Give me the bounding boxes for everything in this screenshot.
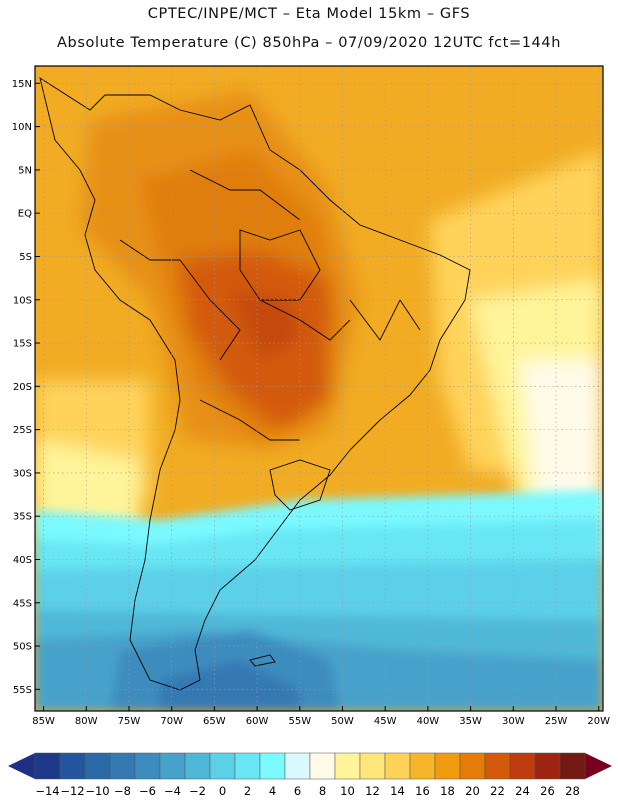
colorbar-label: −4 bbox=[164, 784, 181, 798]
colorbar-label: −8 bbox=[114, 784, 131, 798]
colorbar-label: 14 bbox=[390, 784, 405, 798]
colorbar-swatch bbox=[284, 752, 311, 780]
colorbar-label: 10 bbox=[340, 784, 355, 798]
colorbar-swatch bbox=[59, 752, 86, 780]
colorbar-swatch bbox=[434, 752, 461, 780]
colorbar-swatch bbox=[509, 752, 536, 780]
lat-label: 10S bbox=[13, 295, 32, 306]
temperature-field bbox=[35, 66, 603, 711]
colorbar-swatch bbox=[409, 752, 436, 780]
longitude-labels: 85W 80W 75W 70W 65W 60W 55W 50W 45W 40W 35W 30W 25W 2… bbox=[32, 706, 610, 727]
colorbar-swatch bbox=[84, 752, 111, 780]
colorbar-label: 26 bbox=[540, 784, 555, 798]
colorbar-label: 28 bbox=[565, 784, 580, 798]
map-title: CPTEC/INPE/MCT – Eta Model 15km – GFS bbox=[147, 6, 471, 22]
lon-label: 40W bbox=[417, 716, 440, 727]
lon-label: 30W bbox=[502, 716, 525, 727]
colorbar-label: 6 bbox=[294, 784, 301, 798]
colorbar-max-arrow bbox=[585, 753, 612, 779]
colorbar-label: 20 bbox=[465, 784, 480, 798]
lat-label: 5N bbox=[18, 165, 32, 176]
colorbar-label: −12 bbox=[60, 784, 84, 798]
lat-label: 20S bbox=[13, 382, 32, 393]
lat-label: 10N bbox=[12, 122, 32, 133]
lat-label: 15N bbox=[12, 79, 32, 90]
colorbar-label: 16 bbox=[415, 784, 430, 798]
colorbar-label: 0 bbox=[219, 784, 226, 798]
colorbar-label: −14 bbox=[35, 784, 59, 798]
colorbar: −14 −12 −10 −8 −6 −4 −2 0 2 4 6 8 10 12 14 16 18 20 22 24 26… bbox=[8, 752, 612, 798]
colorbar-swatch bbox=[209, 752, 236, 780]
colorbar-label: 8 bbox=[319, 784, 326, 798]
lat-label: 30S bbox=[13, 468, 32, 479]
colorbar-swatch bbox=[184, 752, 211, 780]
coastline bbox=[39, 77, 471, 691]
lat-label: EQ bbox=[18, 209, 32, 220]
colorbar-swatch bbox=[459, 752, 486, 780]
colorbar-label: 24 bbox=[515, 784, 530, 798]
lon-label: 80W bbox=[75, 716, 98, 727]
colorbar-label: 18 bbox=[440, 784, 455, 798]
latitude-labels: 15N 10N 5N EQ 5S 10S 15S 20S 25S 30S 35S 40S 45S 50S 5… bbox=[12, 79, 40, 696]
colorbar-swatch bbox=[334, 752, 361, 780]
map-subtitle: Absolute Temperature (C) 850hPa – 07/09/… bbox=[57, 35, 561, 51]
lon-label: 60W bbox=[246, 716, 269, 727]
lat-label: 55S bbox=[13, 685, 32, 696]
lat-label: 5S bbox=[19, 252, 32, 263]
colorbar-swatch bbox=[534, 752, 561, 780]
lon-label: 65W bbox=[203, 716, 226, 727]
colorbar-swatch bbox=[109, 752, 136, 780]
lat-label: 15S bbox=[13, 339, 32, 350]
lat-label: 35S bbox=[13, 512, 32, 523]
lon-label: 70W bbox=[160, 716, 183, 727]
colorbar-swatch bbox=[309, 752, 336, 780]
colorbar-label: −10 bbox=[85, 784, 109, 798]
colorbar-label: −6 bbox=[139, 784, 156, 798]
colorbar-label: 4 bbox=[269, 784, 276, 798]
colorbar-swatch bbox=[559, 752, 586, 780]
colorbar-swatch bbox=[384, 752, 411, 780]
colorbar-label: 22 bbox=[490, 784, 505, 798]
colorbar-label: −2 bbox=[189, 784, 206, 798]
colorbar-swatch bbox=[34, 752, 61, 780]
map-frame bbox=[34, 65, 604, 712]
colorbar-label: 2 bbox=[244, 784, 251, 798]
lat-label: 50S bbox=[13, 642, 32, 653]
lon-label: 35W bbox=[459, 716, 482, 727]
lat-label: 40S bbox=[13, 555, 32, 566]
grid bbox=[35, 66, 603, 711]
colorbar-swatch bbox=[234, 752, 261, 780]
lon-label: 55W bbox=[288, 716, 311, 727]
lat-label: 45S bbox=[13, 598, 32, 609]
lon-label: 45W bbox=[374, 716, 397, 727]
colorbar-min-arrow bbox=[8, 753, 35, 779]
colorbar-swatch bbox=[134, 752, 161, 780]
colorbar-swatch bbox=[484, 752, 511, 780]
lon-label: 75W bbox=[118, 716, 141, 727]
lon-label: 85W bbox=[32, 716, 55, 727]
lat-label: 25S bbox=[13, 425, 32, 436]
colorbar-label: 12 bbox=[365, 784, 380, 798]
lon-label: 20W bbox=[587, 716, 610, 727]
lon-label: 25W bbox=[545, 716, 568, 727]
lon-label: 50W bbox=[331, 716, 354, 727]
colorbar-swatch bbox=[359, 752, 386, 780]
colorbar-swatch bbox=[259, 752, 286, 780]
colorbar-swatch bbox=[159, 752, 186, 780]
